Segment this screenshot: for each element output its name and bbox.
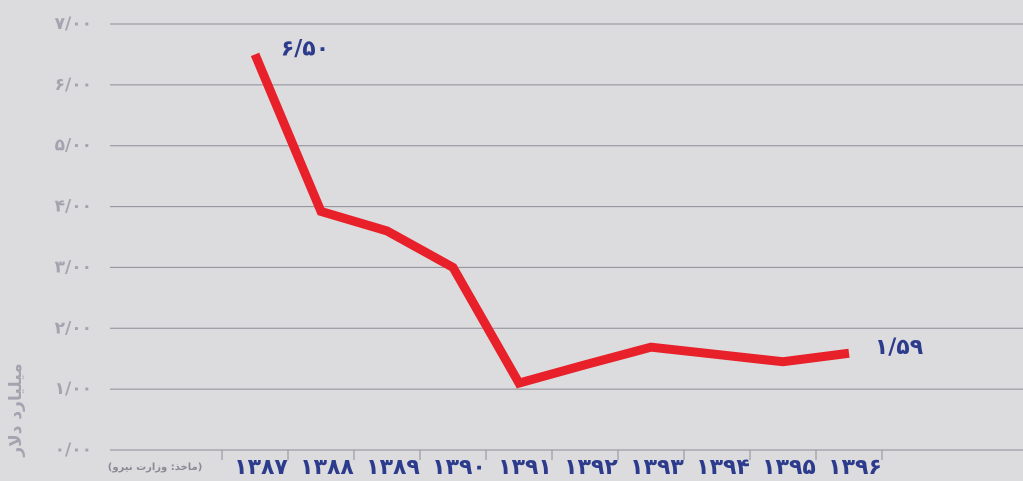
x-tick-label: ۱۳۹۱ bbox=[498, 455, 552, 480]
y-tick-label: ۱/۰۰ bbox=[55, 379, 92, 399]
y-tick-label: ۶/۰۰ bbox=[55, 75, 92, 95]
x-tick-label: ۱۳۹۰ bbox=[432, 455, 486, 480]
y-tick-label: ۵/۰۰ bbox=[55, 136, 92, 156]
x-tick-label: ۱۳۸۸ bbox=[300, 455, 354, 480]
x-tick-label: ۱۳۹۴ bbox=[696, 455, 750, 480]
x-tick-label: ۱۳۹۳ bbox=[630, 455, 684, 480]
y-tick-label: ۷/۰۰ bbox=[55, 14, 92, 34]
data-label: ۶/۵۰ bbox=[281, 36, 329, 61]
y-tick-label: ۰/۰۰ bbox=[55, 440, 92, 460]
data-label: ۱/۵۹ bbox=[875, 335, 923, 360]
x-tick-label: ۱۳۸۷ bbox=[234, 455, 288, 480]
x-tick-label: ۱۳۹۶ bbox=[828, 455, 882, 480]
source: (ماخذ: وزارت نیرو) bbox=[108, 462, 203, 473]
y-tick-label: ۲/۰۰ bbox=[55, 318, 92, 338]
y-tick-label: ۳/۰۰ bbox=[55, 257, 92, 277]
y-tick-label: ۴/۰۰ bbox=[55, 197, 92, 217]
line bbox=[250, 52, 850, 389]
y-axis-label: میلیارد دلار bbox=[6, 363, 26, 457]
x-tick-label: ۱۳۸۹ bbox=[366, 455, 420, 480]
x-tick-label: ۱۳۹۲ bbox=[564, 455, 618, 480]
x-tick-label: ۱۳۹۵ bbox=[762, 455, 816, 480]
